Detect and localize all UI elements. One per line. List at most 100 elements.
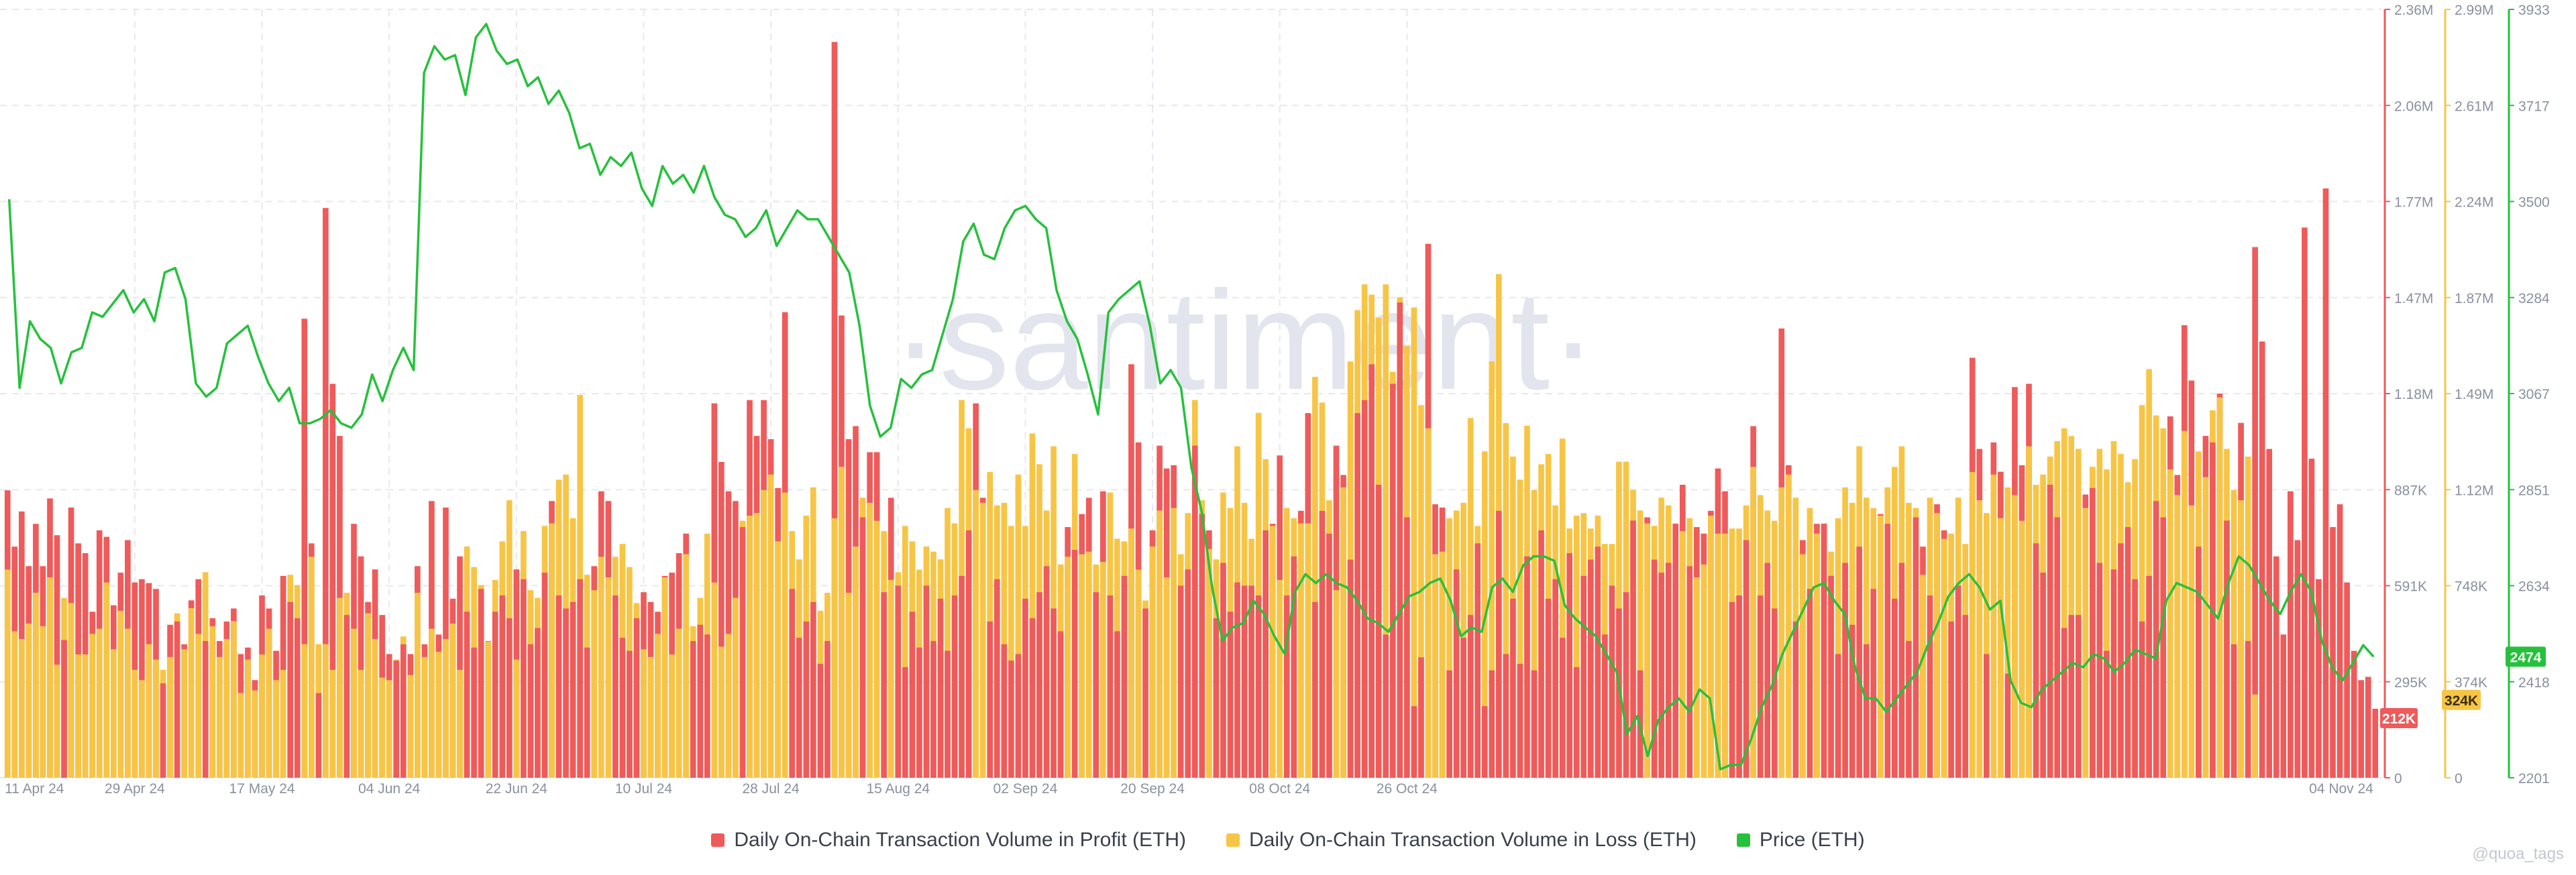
loss-bar [75, 654, 81, 778]
profit-bar [810, 601, 816, 778]
profit-bar [930, 641, 936, 778]
price-last-value: 2474 [2510, 650, 2542, 665]
profit-bar [1383, 634, 1389, 778]
profit-bar [1503, 654, 1509, 778]
loss-bar [68, 603, 74, 778]
profit-bar [1389, 384, 1396, 778]
loss-bar [831, 518, 838, 778]
profit-bar [2054, 517, 2060, 778]
legend-label-price: Price (ETH) [1759, 829, 1865, 851]
loss-bar [153, 659, 159, 778]
profit-bar [2196, 546, 2202, 778]
x-tick-label: 04 Nov 24 [2309, 781, 2373, 797]
profit-bar [1559, 638, 1566, 778]
loss-bar [1149, 546, 1156, 778]
loss-bar [103, 582, 110, 778]
legend-item-profit[interactable]: Daily On-Chain Transaction Volume in Pro… [711, 829, 1186, 852]
loss-bar [1269, 526, 1276, 778]
loss-bar [845, 593, 852, 778]
profit-bar [951, 595, 958, 778]
profit-bar [1234, 582, 1240, 778]
loss-bar [329, 670, 336, 778]
loss-bar [40, 626, 46, 778]
profit-bar [1404, 517, 1410, 778]
loss-bar [1637, 510, 1644, 778]
loss-bar [888, 579, 894, 778]
profit-bar [1114, 631, 1120, 778]
x-tick-label: 11 Apr 24 [5, 781, 64, 797]
profit-bar [1524, 556, 1530, 778]
loss-bar [1559, 439, 1566, 778]
profit-bar [315, 693, 322, 778]
profit-bar [1517, 664, 1523, 778]
loss-bar [902, 526, 908, 778]
price-last-value-bg [2506, 646, 2546, 667]
loss-bar [641, 649, 647, 778]
loss-bar [1163, 577, 1170, 778]
profit-bar [174, 621, 180, 778]
loss-bar [591, 590, 598, 778]
loss-bar [358, 670, 364, 778]
loss-bar [245, 659, 251, 778]
profit-bar [1093, 592, 1099, 778]
profit-bar [1368, 364, 1375, 778]
profit-bar [1263, 530, 1269, 778]
legend-item-loss[interactable]: Daily On-Chain Transaction Volume in Los… [1226, 829, 1697, 852]
loss-bar [1969, 471, 1976, 778]
loss-bar [761, 489, 767, 778]
loss-bar [2167, 469, 2174, 778]
profit-bar [464, 611, 470, 778]
profit-bar [1241, 585, 1248, 778]
profit-bar [1418, 657, 1424, 778]
loss-bar [676, 628, 682, 778]
loss-bar [725, 634, 732, 778]
loss-bar [117, 610, 124, 778]
loss-bar [1750, 467, 1756, 778]
loss-bar [1439, 551, 1446, 778]
loss-bar [1446, 518, 1452, 778]
profit-bar [1029, 618, 1036, 778]
profit-bar [902, 666, 908, 778]
x-tick-label: 17 May 24 [229, 781, 295, 797]
loss-bar [415, 593, 421, 778]
loss-bar [273, 680, 279, 778]
loss-bar [435, 652, 442, 778]
x-tick-label: 20 Sep 24 [1120, 781, 1185, 797]
profit-bar [2344, 582, 2350, 778]
profit-bar [1672, 524, 1679, 778]
loss-bar [82, 654, 89, 778]
loss-bar [1171, 508, 1177, 778]
profit-bar [2273, 556, 2279, 778]
profit-bar [2231, 644, 2237, 778]
loss-axis-label: 0 [2455, 771, 2463, 786]
loss-bar [1099, 562, 1106, 778]
loss-bar [1128, 528, 1134, 778]
loss-bar [407, 675, 414, 778]
loss-axis-label: 2.24M [2455, 195, 2493, 211]
loss-bar [386, 680, 392, 778]
profit-bar [2280, 634, 2287, 778]
profit-bar [577, 579, 583, 778]
loss-bar [1990, 474, 1997, 778]
profit-bar [1983, 654, 1990, 778]
profit-bar [1538, 530, 1544, 778]
loss-bar [351, 628, 357, 778]
profit-bar [1863, 644, 1870, 778]
loss-bar [683, 554, 690, 778]
loss-bar [1467, 418, 1474, 778]
legend-item-price[interactable]: Price (ETH) [1736, 829, 1865, 852]
loss-bar [1715, 533, 1721, 778]
loss-bar [945, 508, 951, 778]
loss-bar [2026, 446, 2032, 778]
legend-swatch-price [1736, 833, 1750, 847]
profit-bar [704, 634, 710, 778]
profit-bar [1630, 520, 1636, 778]
profit-bar [2224, 520, 2230, 778]
loss-bar [2012, 495, 2018, 778]
loss-bar [711, 582, 718, 778]
loss-bar [223, 639, 230, 778]
loss-bar [231, 621, 237, 778]
profit-bar [1142, 608, 1148, 778]
loss-bar [443, 639, 449, 778]
